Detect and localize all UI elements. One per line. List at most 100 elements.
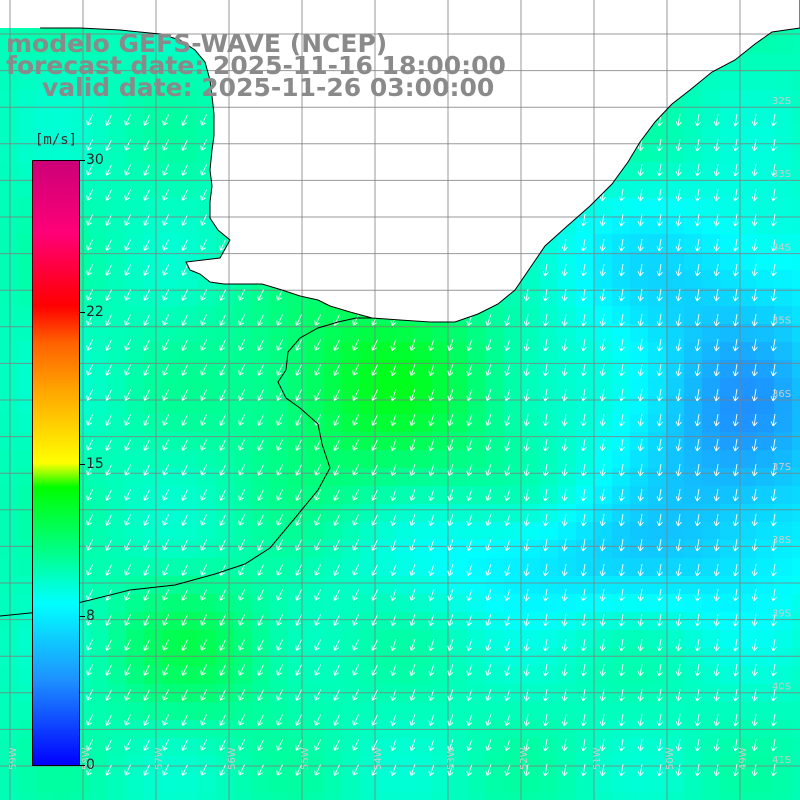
wind-arrow [637, 414, 644, 427]
wind-speed-cell [144, 666, 163, 685]
wind-arrow [390, 564, 397, 577]
colorbar-tickmark [80, 464, 85, 465]
wind-speed-cell [738, 72, 757, 91]
wind-speed-cell [162, 450, 181, 469]
wind-speed-cell [774, 468, 793, 487]
wind-arrow [561, 414, 568, 427]
wind-speed-cell [630, 432, 649, 451]
wind-arrow [694, 589, 701, 602]
wind-speed-cell [756, 774, 775, 793]
wind-speed-cell [468, 558, 487, 577]
wind-speed-cell [360, 594, 379, 613]
wind-arrow [105, 439, 113, 451]
wind-speed-cell [720, 666, 739, 685]
wind-arrow [181, 614, 189, 626]
wind-speed-cell [0, 36, 19, 55]
wind-speed-cell [198, 504, 217, 523]
wind-speed-cell [90, 216, 109, 235]
wind-speed-cell [774, 72, 793, 91]
wind-speed-cell [126, 342, 145, 361]
wind-speed-cell [288, 486, 307, 505]
wind-speed-cell [468, 450, 487, 469]
wind-arrow [732, 164, 739, 177]
wind-speed-cell [360, 360, 379, 379]
wind-arrow [181, 639, 189, 651]
wind-speed-cell [360, 414, 379, 433]
wind-arrow [466, 664, 473, 677]
latitude-label: 39S [772, 608, 791, 619]
wind-arrow [656, 239, 663, 252]
wind-arrow [580, 664, 587, 677]
wind-speed-cell [576, 594, 595, 613]
wind-speed-cell [108, 396, 127, 415]
wind-speed-cell [792, 756, 800, 775]
wind-speed-cell [684, 468, 703, 487]
wind-speed-cell [378, 522, 397, 541]
wind-arrow [143, 664, 151, 676]
wind-speed-cell [774, 288, 793, 307]
wind-speed-cell [432, 774, 451, 793]
wind-speed-cell [774, 738, 793, 757]
wind-speed-cell [720, 450, 739, 469]
wind-arrow [675, 389, 682, 402]
wind-arrow [124, 289, 132, 301]
wind-arrow [371, 639, 379, 651]
wind-speed-cell [18, 738, 37, 757]
wind-speed-cell [576, 486, 595, 505]
wind-speed-cell [792, 54, 800, 73]
wind-arrow [295, 439, 303, 451]
wind-speed-cell [702, 504, 721, 523]
wind-speed-cell [270, 324, 289, 343]
wind-speed-cell [774, 360, 793, 379]
wind-arrow [143, 114, 151, 126]
wind-arrow [599, 464, 606, 477]
wind-arrow [314, 714, 322, 726]
wind-speed-cell [666, 558, 685, 577]
wind-speed-cell [414, 342, 433, 361]
wind-speed-cell [792, 396, 800, 415]
wind-speed-cell [0, 468, 19, 487]
wind-arrow [580, 389, 587, 402]
wind-speed-cell [504, 522, 523, 541]
wind-speed-cell [306, 774, 325, 793]
wind-speed-cell [702, 90, 721, 109]
wind-speed-cell [774, 144, 793, 163]
wind-speed-cell [324, 702, 343, 721]
wind-arrow [485, 414, 492, 427]
wind-speed-cell [18, 270, 37, 289]
wind-arrow [200, 114, 208, 126]
wind-arrow [295, 564, 303, 576]
wind-speed-cell [360, 576, 379, 595]
wind-speed-cell [378, 702, 397, 721]
wind-arrow [257, 464, 265, 476]
wind-speed-cell [108, 522, 127, 541]
wind-speed-cell [774, 126, 793, 145]
wind-arrow [523, 739, 530, 752]
wind-speed-cell [630, 702, 649, 721]
wind-speed-cell [702, 324, 721, 343]
wind-arrow [352, 439, 360, 451]
wind-speed-cell [54, 72, 73, 91]
wind-speed-cell [630, 270, 649, 289]
wind-arrow [143, 539, 151, 551]
wind-speed-cell [378, 738, 397, 757]
wind-speed-cell [720, 414, 739, 433]
wind-arrow [637, 439, 644, 452]
wind-speed-cell [540, 270, 559, 289]
wind-speed-cell [360, 774, 379, 793]
wind-speed-cell [162, 252, 181, 271]
wind-speed-cell [36, 144, 55, 163]
wind-speed-cell [774, 198, 793, 217]
wind-arrow [295, 639, 303, 651]
wind-speed-cell [612, 198, 631, 217]
colorbar-tick-15: 15 [86, 456, 104, 472]
wind-arrow [770, 314, 777, 327]
wind-arrow [485, 339, 492, 352]
wind-speed-cell [468, 522, 487, 541]
wind-arrow [561, 689, 568, 702]
wind-speed-cell [486, 378, 505, 397]
wind-speed-cell [306, 522, 325, 541]
wind-arrow [713, 364, 720, 377]
